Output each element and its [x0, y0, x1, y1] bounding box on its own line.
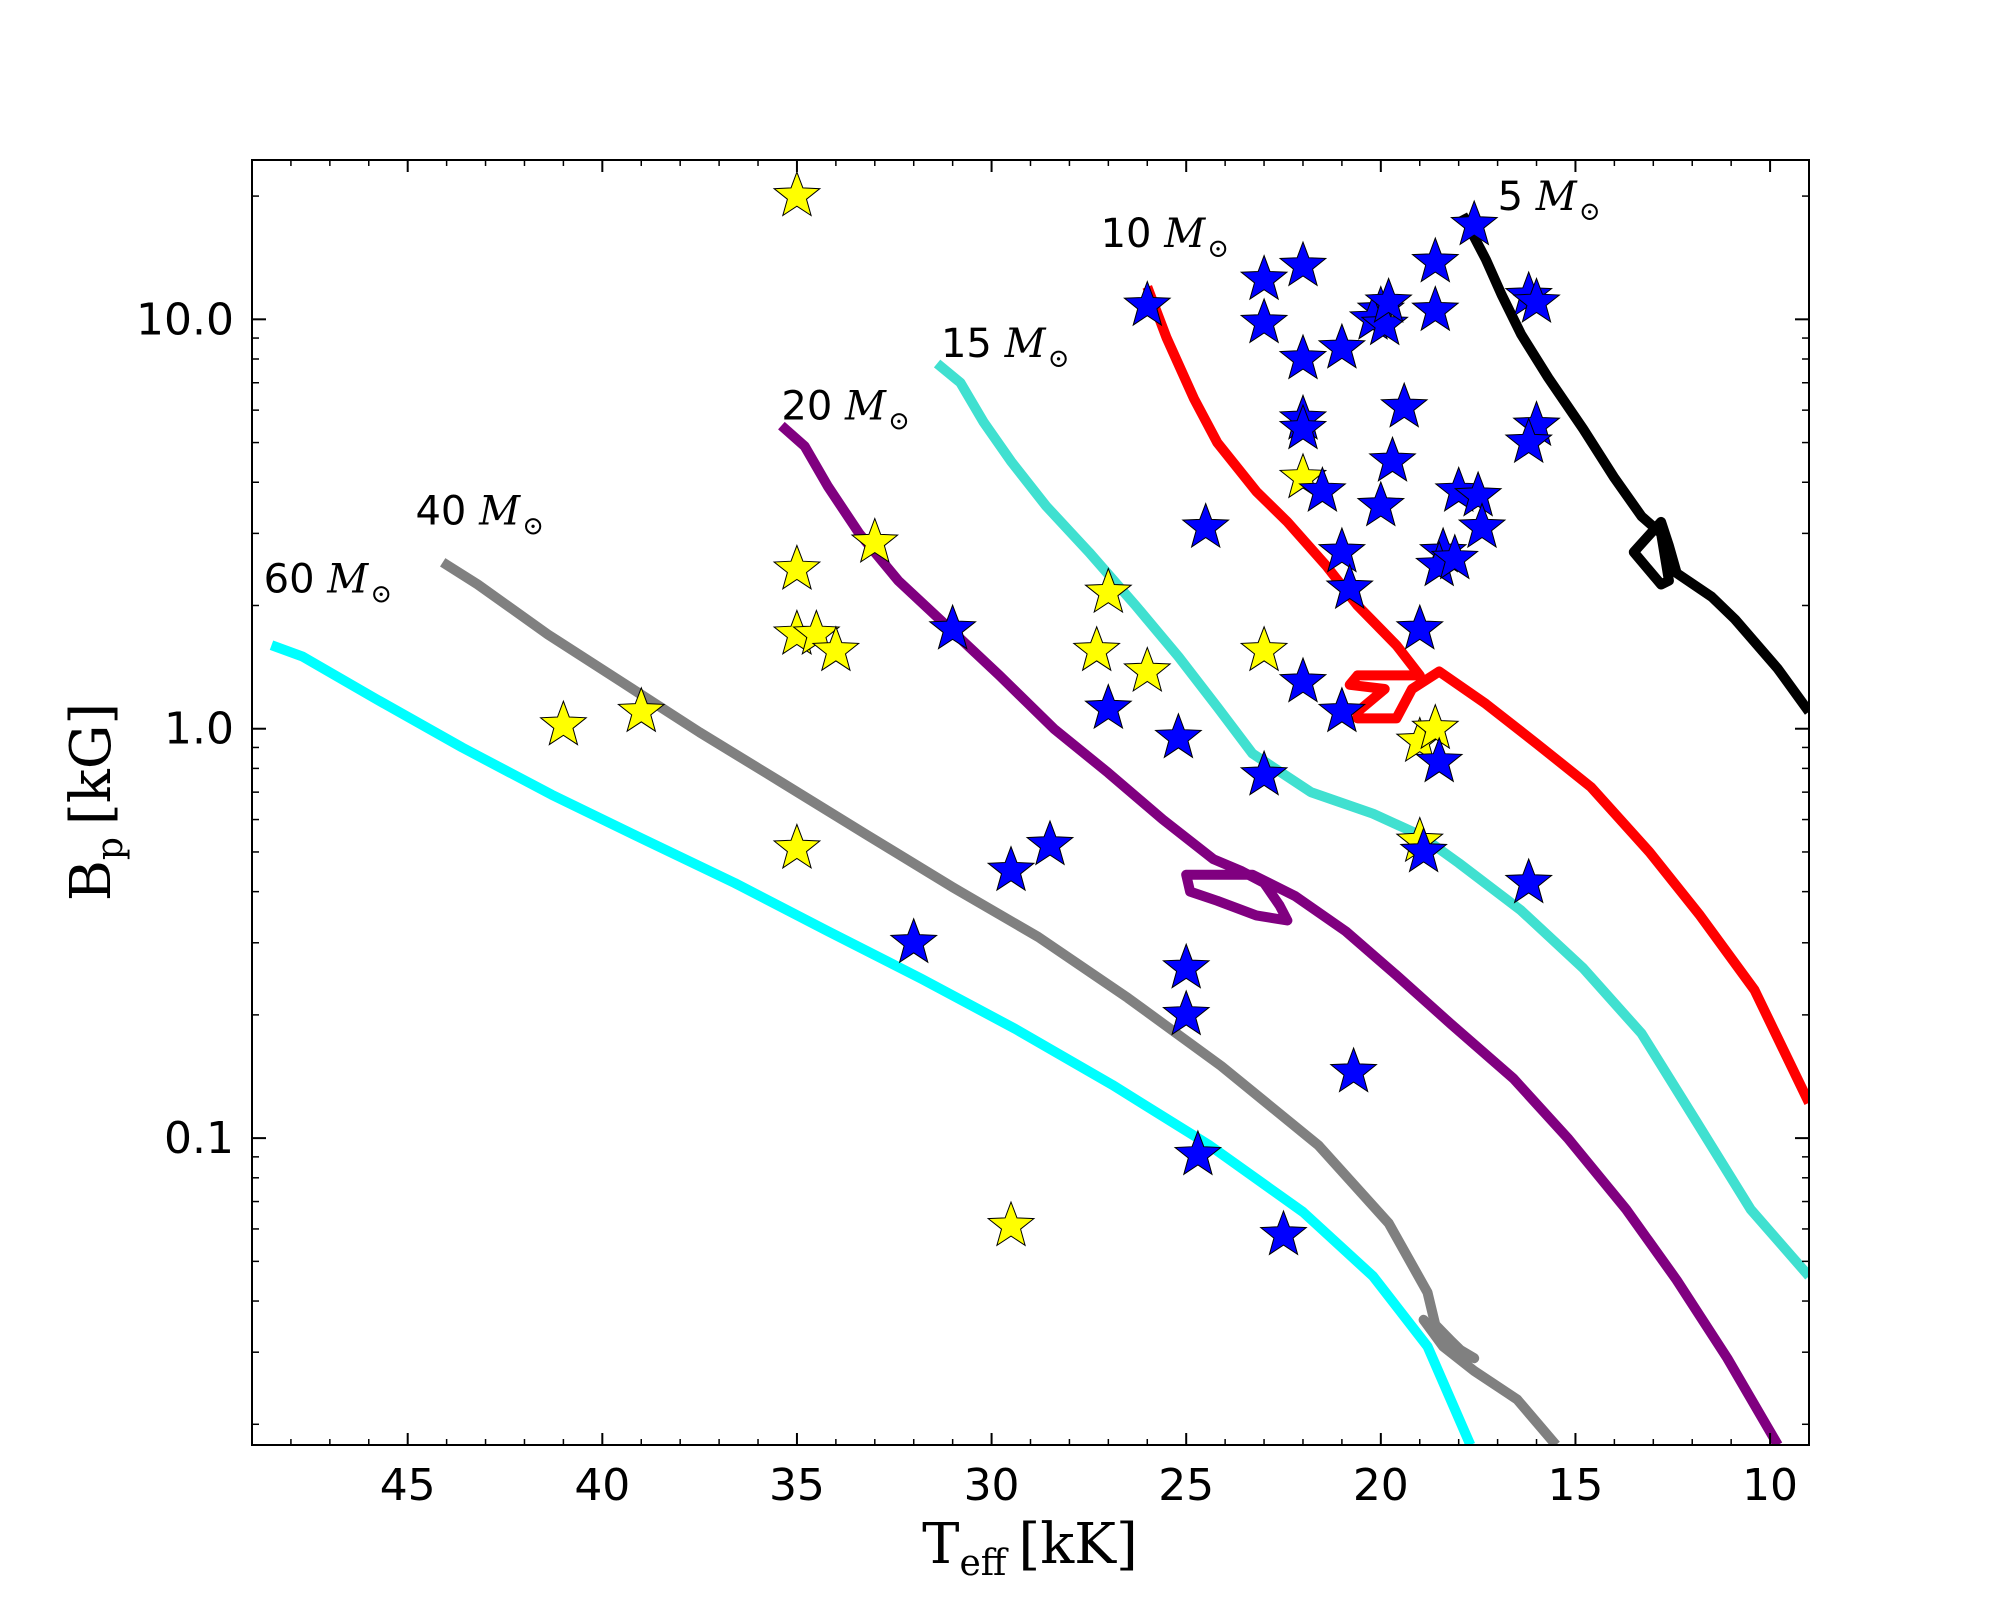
blue-star-marker-39 — [1415, 736, 1464, 783]
x-tick-label-20: 20 — [1353, 1460, 1409, 1511]
x-axis-title-sub: eff — [960, 1543, 1009, 1584]
blue-star-marker-45 — [1162, 942, 1211, 989]
blue-star-marker-33 — [928, 603, 977, 650]
track-label-15: 15 M⊙ — [941, 321, 1069, 374]
blue-star-marker-12 — [1364, 276, 1413, 323]
yellow-star-marker-11 — [1123, 646, 1172, 693]
yellow-star-marker-17 — [986, 1200, 1036, 1247]
x-axis-title: Teff [kK] — [922, 1512, 1138, 1584]
blue-star-marker-19 — [1504, 417, 1553, 464]
blue-star-marker-4 — [1278, 333, 1328, 380]
yellow-star-marker-13 — [1239, 625, 1289, 672]
track-label-60: 60 M⊙ — [264, 557, 392, 610]
track-label-20: 20 M⊙ — [781, 383, 909, 436]
blue-star-marker-13 — [1411, 236, 1460, 283]
blue-star-marker-1 — [1239, 254, 1289, 301]
yellow-star-marker-2 — [772, 543, 822, 590]
yellow-star-marker-7 — [617, 686, 666, 733]
blue-star-marker-5 — [1317, 322, 1367, 369]
blue-star-marker-2 — [1278, 240, 1328, 287]
blue-star-marker-48 — [1173, 1129, 1223, 1176]
blue-star-marker-43 — [1025, 819, 1075, 866]
blue-star-marker-3 — [1239, 297, 1289, 344]
x-tick-label-25: 25 — [1158, 1460, 1214, 1511]
track-label-5: 5 M⊙ — [1498, 174, 1601, 227]
blue-star-marker-38 — [1239, 749, 1289, 796]
yellow-star-marker-15 — [1411, 703, 1460, 750]
track-10-msun — [1142, 285, 1809, 1105]
yellow-star-marker-1 — [850, 517, 899, 564]
x-axis-title-unit: [kK] — [1018, 1512, 1137, 1577]
track-60-msun — [269, 640, 1475, 1445]
blue-star-marker-49 — [1259, 1209, 1308, 1256]
yellow-star-marker-12 — [1278, 452, 1328, 499]
y-axis-title-main: B — [59, 860, 124, 901]
y-tick-label-10.0: 10.0 — [136, 294, 234, 345]
blue-star-marker-22 — [1356, 480, 1406, 527]
blue-star-marker-31 — [1430, 533, 1479, 580]
track-label-40: 40 M⊙ — [415, 489, 543, 542]
blue-star-marker-8 — [1298, 465, 1347, 512]
blue-star-marker-40 — [1399, 826, 1448, 873]
x-tick-label-15: 15 — [1547, 1460, 1603, 1511]
blue-star-marker-14 — [1411, 285, 1460, 332]
blue-star-marker-28 — [1457, 502, 1507, 549]
yellow-star-marker-5 — [811, 625, 861, 672]
blue-star-marker-47 — [1329, 1046, 1378, 1093]
x-tick-label-40: 40 — [574, 1460, 630, 1511]
yellow-star-marker-8 — [772, 822, 822, 870]
blue-star-marker-25 — [1395, 603, 1444, 650]
track-15-msun — [933, 359, 1809, 1280]
star-markers — [539, 170, 1561, 1256]
y-axis-title: Bp [kG] — [59, 703, 131, 902]
blue-star-marker-24 — [1325, 563, 1374, 610]
blue-star-marker-21 — [1368, 435, 1417, 482]
y-tick-label-0.1: 0.1 — [164, 1113, 234, 1164]
y-tick-label-1.0: 1.0 — [164, 704, 234, 755]
x-tick-label-35: 35 — [769, 1460, 825, 1511]
x-axis-title-main: T — [922, 1512, 959, 1577]
x-tick-label-30: 30 — [964, 1460, 1020, 1511]
blue-star-marker-46 — [1162, 989, 1211, 1036]
blue-star-marker-23 — [1317, 526, 1367, 573]
track-labels: 5 M⊙ 10 M⊙ 15 M⊙ 20 M⊙ 40 M⊙ 60 M⊙ — [264, 174, 1601, 610]
yellow-star-marker-6 — [539, 699, 588, 746]
y-axis-title-unit: [kG] — [59, 703, 124, 825]
blue-star-marker-37 — [1154, 712, 1203, 759]
yellow-star-marker-10 — [1072, 625, 1121, 672]
x-tick-label-45: 45 — [380, 1460, 436, 1511]
blue-star-marker-36 — [1084, 683, 1133, 730]
evolutionary-tracks — [269, 212, 1809, 1445]
blue-star-marker-17 — [1512, 276, 1561, 323]
blue-star-marker-15 — [1450, 199, 1499, 246]
blue-star-marker-35 — [1317, 686, 1367, 733]
blue-star-marker-41 — [1504, 857, 1553, 904]
y-axis-title-sub: p — [90, 837, 131, 860]
x-tick-label-10: 10 — [1742, 1460, 1798, 1511]
blue-star-marker-7 — [1278, 403, 1328, 450]
blue-star-marker-44 — [889, 917, 938, 964]
blue-star-marker-42 — [986, 845, 1036, 892]
track-40-msun — [440, 558, 1560, 1445]
blue-star-marker-34 — [1278, 656, 1328, 703]
track-label-10: 10 M⊙ — [1101, 211, 1229, 264]
blue-star-marker-20 — [1380, 381, 1429, 428]
blue-star-marker-0 — [1123, 280, 1172, 327]
track-20-msun — [778, 421, 1783, 1445]
yellow-star-marker-0 — [772, 170, 822, 217]
axis-ticks: 45 40 35 30 25 20 15 10 0.1 1.0 10.0 — [136, 160, 1809, 1511]
blue-star-marker-32 — [1181, 502, 1230, 549]
yellow-star-marker-9 — [1084, 567, 1133, 614]
blue-star-marker-27 — [1453, 470, 1503, 517]
track-5-msun — [1458, 212, 1809, 715]
